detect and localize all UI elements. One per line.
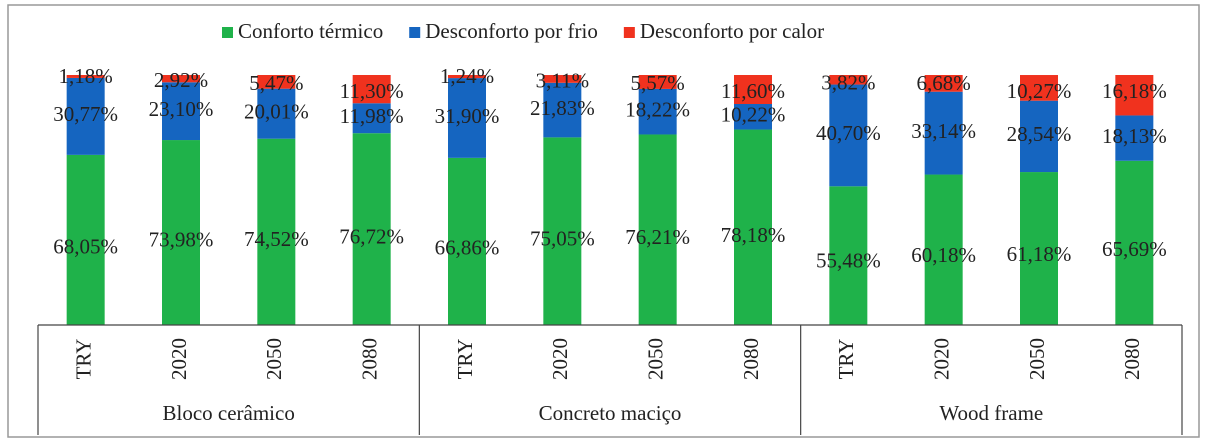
bar-segment xyxy=(543,137,582,325)
x-tick-label: 2050 xyxy=(643,338,667,380)
group-label: Bloco cerâmico xyxy=(162,401,294,425)
bar-segment xyxy=(924,174,963,325)
value-label: 74,52% xyxy=(244,227,309,251)
value-label: 30,77% xyxy=(53,102,118,126)
bar-segment xyxy=(543,75,582,83)
value-label: 16,18% xyxy=(1102,79,1167,103)
legend-swatch xyxy=(222,27,233,38)
bar-segment xyxy=(638,134,677,325)
value-label: 76,72% xyxy=(339,225,404,249)
value-label: 76,21% xyxy=(625,225,690,249)
bar-segment xyxy=(257,75,296,89)
bar-segment xyxy=(352,103,391,134)
value-label: 78,18% xyxy=(721,223,786,247)
bar-segment xyxy=(1020,172,1058,325)
value-label: 18,13% xyxy=(1102,124,1167,148)
value-label: 31,90% xyxy=(435,104,500,128)
bar-segment xyxy=(734,75,772,104)
value-label: 66,86% xyxy=(435,236,500,260)
value-label: 11,60% xyxy=(721,79,785,103)
value-label: 65,69% xyxy=(1102,237,1167,261)
legend-label: Desconforto por calor xyxy=(640,19,824,43)
group-label: Wood frame xyxy=(939,401,1043,425)
value-label: 1,18% xyxy=(59,64,113,88)
value-label: 23,10% xyxy=(149,97,214,121)
x-tick-label: TRY xyxy=(453,339,477,380)
bar-segment xyxy=(829,84,868,187)
x-tick-label: TRY xyxy=(834,339,858,380)
bar-segment xyxy=(448,78,486,158)
legend-label: Desconforto por frio xyxy=(425,19,598,43)
x-tick-label: TRY xyxy=(71,339,95,380)
x-tick-label: 2050 xyxy=(262,338,286,380)
value-label: 2,92% xyxy=(154,68,208,92)
bar-segment xyxy=(352,133,391,325)
bar-segment xyxy=(734,129,772,325)
value-label: 1,24% xyxy=(440,64,494,88)
value-label: 55,48% xyxy=(816,248,881,272)
bar-segment xyxy=(162,82,200,141)
x-tick-label: 2080 xyxy=(357,338,381,380)
bar-segment xyxy=(924,75,963,92)
value-label: 28,54% xyxy=(1007,122,1072,146)
bar-segment xyxy=(829,186,868,325)
value-label: 60,18% xyxy=(911,243,976,267)
x-tick-label: 2080 xyxy=(1120,338,1144,380)
value-label: 18,22% xyxy=(625,98,690,122)
value-label: 5,47% xyxy=(249,71,303,95)
value-label: 11,30% xyxy=(340,79,404,103)
legend-swatch xyxy=(409,27,421,38)
value-label: 20,01% xyxy=(244,100,309,124)
bar-segment xyxy=(257,88,296,139)
bar-segment xyxy=(924,91,963,175)
bar-segment xyxy=(638,75,677,89)
bar-segment xyxy=(543,82,582,138)
bar-segment xyxy=(66,75,105,78)
bar-segment xyxy=(66,154,105,325)
bar-segment xyxy=(162,75,200,83)
value-label: 68,05% xyxy=(53,234,118,258)
value-label: 10,22% xyxy=(721,103,786,127)
x-tick-label: 2020 xyxy=(167,338,191,380)
bar-segment xyxy=(257,138,296,325)
value-label: 21,83% xyxy=(530,96,595,120)
legend-label: Conforto térmico xyxy=(238,19,383,43)
bar-segment xyxy=(352,75,391,104)
bar-segment xyxy=(1115,115,1154,161)
value-label: 6,68% xyxy=(917,71,971,95)
bar-segment xyxy=(829,75,868,85)
value-label: 10,27% xyxy=(1007,79,1072,103)
bar-segment xyxy=(638,88,677,135)
bar-segment xyxy=(448,157,486,325)
bar-segment xyxy=(448,75,486,79)
bar-segment xyxy=(1115,75,1154,116)
value-label: 11,98% xyxy=(340,104,404,128)
value-label: 5,57% xyxy=(631,71,685,95)
value-label: 40,70% xyxy=(816,121,881,145)
group-label: Concreto maciço xyxy=(539,401,682,425)
bar-segment xyxy=(66,77,105,155)
bar-segment xyxy=(162,140,200,325)
legend-swatch xyxy=(623,27,635,38)
x-tick-label: 2020 xyxy=(929,338,953,380)
bar-segment xyxy=(1020,75,1058,101)
bar-segment xyxy=(734,104,772,130)
value-label: 33,14% xyxy=(911,119,976,143)
value-label: 3,11% xyxy=(536,69,589,93)
value-label: 61,18% xyxy=(1007,242,1072,266)
bar-segment xyxy=(1020,100,1058,173)
chart-frame xyxy=(7,4,1200,438)
x-tick-label: 2080 xyxy=(739,338,763,380)
value-label: 75,05% xyxy=(530,226,595,250)
value-label: 73,98% xyxy=(149,228,214,252)
x-tick-label: 2020 xyxy=(548,338,572,380)
value-label: 3,82% xyxy=(821,70,875,94)
bar-segment xyxy=(1115,160,1154,325)
x-tick-label: 2050 xyxy=(1025,338,1049,380)
